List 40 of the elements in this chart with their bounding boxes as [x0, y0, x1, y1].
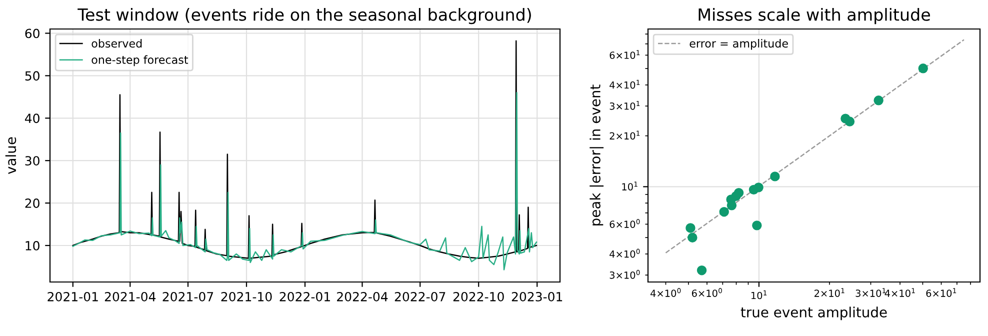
- y-tick-label: 30: [25, 156, 40, 166]
- y-tick-label: 2×10$^{1}$: [610, 130, 640, 140]
- x-tick-label: 2021-04: [104, 292, 156, 302]
- y-tick-label: 10: [26, 240, 40, 250]
- y-axis-title: value: [5, 137, 16, 174]
- y-tick-label: 3×10$^{1}$: [610, 100, 640, 110]
- x-tick-label: 2023-01: [512, 292, 562, 302]
- x-tick-label: 2×10$^{1}$: [814, 288, 844, 297]
- y-tick-label: 40: [24, 114, 40, 124]
- x-tick-label: 6×10$^{0}$: [692, 288, 722, 297]
- y-tick-label: 6×10$^{1}$: [610, 50, 640, 59]
- x-tick-label: 6×10$^{1}$: [926, 288, 956, 297]
- line-series: [72, 92, 538, 270]
- y-axis-title: peak |error| in event: [590, 84, 604, 226]
- x-tick-label: 2022-10: [453, 292, 504, 302]
- x-tick-label: 4×10$^{0}$: [650, 288, 681, 297]
- y-tick-label: 4×10$^{0}$: [610, 248, 640, 258]
- line-series: [72, 40, 538, 259]
- y-tick-label: 10$^{1}$: [622, 182, 638, 190]
- x-tick-label: 3×10$^{1}$: [856, 288, 886, 297]
- y-tick-label: 6×10$^{0}$: [610, 219, 640, 228]
- x-tick-label: 10$^{1}$: [751, 290, 767, 300]
- y-tick-label: 3×10$^{0}$: [610, 270, 640, 279]
- x-tick-label: 4×10$^{1}$: [884, 288, 915, 297]
- x-tick-label: 2022-04: [337, 292, 388, 302]
- x-tick-label: 2022-07: [394, 292, 446, 302]
- y-tick-label: 60: [25, 28, 40, 38]
- x-tick-label: 2021-01: [48, 292, 98, 302]
- legend-label: error = amplitude: [690, 39, 788, 50]
- legend-label: one-step forecast: [92, 55, 188, 66]
- legend-label: observed: [92, 39, 142, 48]
- y-tick-label: 50: [25, 71, 40, 81]
- x-tick-label: 2021-10: [221, 292, 272, 302]
- y-tick-label: 20: [25, 198, 40, 208]
- x-axis-title: true event amplitude: [740, 306, 887, 320]
- y-tick-label: 4×10$^{1}$: [610, 80, 640, 89]
- x-tick-label: 2022-01: [280, 292, 330, 302]
- chart-title: Misses scale with amplitude: [698, 8, 930, 24]
- x-tick-label: 2021-07: [162, 292, 214, 302]
- chart-title: Test window (events ride on the seasonal background): [78, 8, 531, 24]
